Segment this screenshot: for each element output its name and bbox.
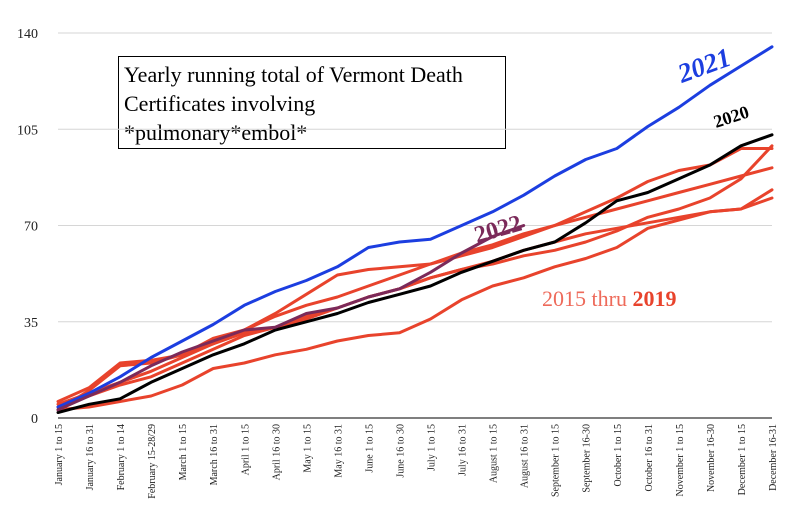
x-tick-label: June 1 to 15: [364, 424, 375, 473]
x-tick-label: May 16 to 31: [333, 424, 344, 478]
annotation-range-bold: 2019: [632, 286, 676, 311]
x-tick-label: December 1 to 15: [737, 424, 748, 495]
y-tick-label: 0: [31, 412, 38, 427]
x-axis-ticks: January 1 to 15 January 16 to 31 February …: [54, 424, 779, 499]
series-line-2018: [56, 188, 774, 412]
x-tick-label: July 1 to 15: [427, 424, 438, 471]
annotation-2020: 2020: [711, 102, 751, 132]
x-tick-label: January 16 to 31: [85, 424, 96, 490]
x-tick-label: October 16 to 31: [644, 424, 655, 492]
x-tick-label: February 1 to 14: [116, 424, 127, 490]
x-tick-label: April 1 to 15: [240, 424, 251, 475]
series-line-2019: [56, 147, 774, 412]
x-tick-label: October 1 to 15: [613, 424, 624, 487]
annotation-2021: 2021: [673, 42, 735, 89]
x-tick-label: November 16-30: [706, 424, 717, 492]
chart-title-line-1: Yearly running total of Vermont Death: [124, 62, 463, 87]
series-line-2021: [56, 45, 774, 409]
chart-title-line-2: Certificates involving: [124, 91, 316, 116]
y-axis-ticks: 0 35 70 105 140: [17, 27, 38, 427]
annotation-range: 2015 thru 2019: [542, 286, 676, 311]
x-tick-label: December 16-31: [768, 424, 779, 491]
x-tick-label: March 1 to 15: [178, 424, 189, 480]
x-tick-label: August 16 to 31: [520, 424, 531, 488]
x-tick-label: February 15-28/29: [147, 424, 158, 499]
x-tick-label: September 16-30: [582, 424, 593, 493]
y-tick-label: 70: [24, 220, 38, 235]
series-line-2022: [56, 224, 526, 412]
x-tick-label: May 1 to 15: [302, 424, 313, 473]
x-tick-label: August 1 to 15: [489, 424, 500, 483]
series-lines: [56, 45, 774, 414]
series-line-2016: [56, 166, 774, 406]
annotation-range-prefix: 2015 thru: [542, 286, 632, 311]
x-tick-label: June 16 to 30: [395, 424, 406, 478]
y-tick-label: 35: [24, 316, 38, 331]
series-line-2020: [56, 133, 774, 414]
y-tick-label: 105: [17, 123, 38, 138]
x-tick-label: July 16 to 31: [458, 424, 469, 476]
chart-title-box: Yearly running total of Vermont Death Ce…: [118, 56, 506, 149]
x-tick-label: January 1 to 15: [54, 424, 65, 485]
chart-title-line-3: *pulmonary*embol*: [124, 120, 308, 145]
y-tick-label: 140: [17, 27, 38, 42]
x-tick-label: March 16 to 31: [209, 424, 220, 485]
x-tick-label: September 1 to 15: [551, 424, 562, 497]
x-tick-label: November 1 to 15: [675, 424, 686, 497]
x-tick-label: April 16 to 30: [271, 424, 282, 480]
